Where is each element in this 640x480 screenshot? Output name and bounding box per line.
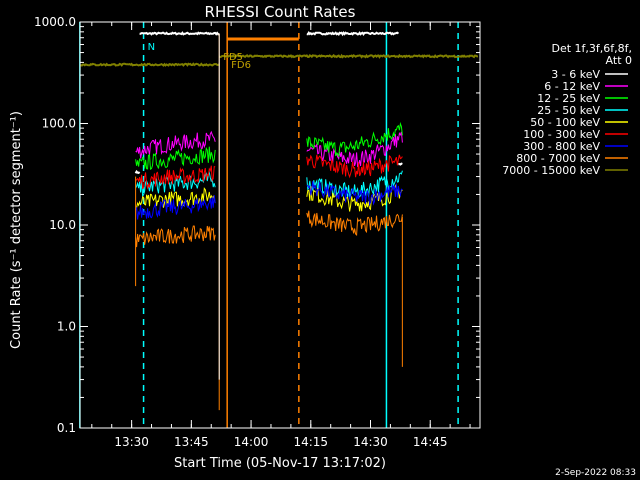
series-7 bbox=[135, 210, 403, 248]
series-1 bbox=[135, 130, 403, 168]
chart-title: RHESSI Count Rates bbox=[205, 3, 356, 21]
legend-label-8: 7000 - 15000 keV bbox=[502, 164, 600, 177]
legend-header-0: Det 1f,3f,6f,8f, bbox=[551, 42, 632, 55]
y-tick-label-4: 1000.0 bbox=[34, 15, 76, 29]
x-tick-label-2: 14:00 bbox=[234, 435, 269, 449]
legend-label-4: 50 - 100 keV bbox=[530, 116, 600, 129]
series-0 bbox=[134, 30, 403, 174]
y-tick-label-1: 1.0 bbox=[57, 320, 76, 334]
series-5 bbox=[135, 154, 403, 190]
series-6-segment-0 bbox=[135, 195, 216, 220]
legend-label-3: 25 - 50 keV bbox=[537, 104, 600, 117]
series-7-segment-1 bbox=[306, 210, 403, 236]
series-4 bbox=[135, 184, 403, 212]
series-8-segment-1 bbox=[218, 53, 478, 59]
series-2-segment-0 bbox=[135, 146, 216, 171]
annotation-n: N bbox=[148, 42, 155, 53]
annotation-fd6: FD6 bbox=[231, 60, 251, 71]
series-1-segment-0 bbox=[135, 130, 216, 159]
legend-label-6: 300 - 800 keV bbox=[523, 140, 600, 153]
legend-label-7: 800 - 7000 keV bbox=[516, 152, 600, 165]
series-0-segment-1 bbox=[139, 31, 220, 36]
series-8 bbox=[79, 53, 478, 67]
annotation-fd5: FD5 bbox=[223, 52, 243, 63]
legend-label-2: 12 - 25 keV bbox=[537, 92, 600, 105]
series-0-segment-2 bbox=[306, 30, 400, 37]
series-6-segment-1 bbox=[306, 181, 403, 207]
y-tick-label-3: 100.0 bbox=[42, 117, 76, 131]
axes: 0.1 1.0 10.0 100.0 1000.0 13:30 13:45 14:00 14:1… bbox=[34, 15, 481, 449]
x-tick-label-3: 14:15 bbox=[293, 435, 328, 449]
series-0-segment-3 bbox=[398, 162, 403, 166]
x-axis-label: Start Time (05-Nov-17 13:17:02) bbox=[174, 456, 386, 471]
series-0-segment-0 bbox=[134, 169, 141, 174]
series-5-segment-1 bbox=[306, 154, 403, 179]
series-6 bbox=[135, 181, 403, 220]
x-tick-label-5: 14:45 bbox=[413, 435, 448, 449]
series-4-segment-1 bbox=[306, 184, 403, 212]
legend-label-0: 3 - 6 keV bbox=[551, 68, 600, 81]
legend-label-5: 100 - 300 keV bbox=[523, 128, 600, 141]
x-tick-label-4: 14:30 bbox=[353, 435, 388, 449]
x-tick-label-1: 13:45 bbox=[174, 435, 209, 449]
legend-label-1: 6 - 12 keV bbox=[544, 80, 600, 93]
y-tick-label-2: 10.0 bbox=[49, 218, 76, 232]
y-axis-label: Count Rate (s⁻¹ detector segment⁻¹) bbox=[9, 111, 24, 349]
x-tick-label-0: 13:30 bbox=[114, 435, 149, 449]
series-8-segment-0 bbox=[79, 62, 220, 67]
series-7-segment-0 bbox=[135, 225, 216, 248]
series-1-segment-1 bbox=[306, 131, 403, 168]
legend-header-1: Att 0 bbox=[606, 54, 632, 67]
footer-timestamp: 2-Sep-2022 08:33 bbox=[555, 468, 636, 478]
y-tick-label-0: 0.1 bbox=[57, 421, 76, 435]
series-5-segment-0 bbox=[135, 165, 216, 190]
series-2 bbox=[135, 121, 403, 171]
series-2-segment-1 bbox=[306, 121, 403, 157]
series-4-segment-0 bbox=[135, 187, 216, 210]
series-3-segment-1 bbox=[306, 170, 403, 200]
